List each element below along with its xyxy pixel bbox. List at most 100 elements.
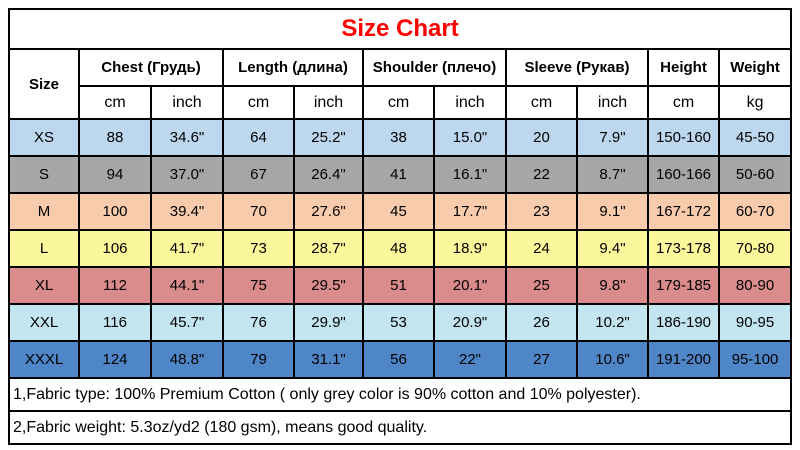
table-cell: 79 [222,340,295,379]
chart-title: Size Chart [7,8,793,50]
column-header-sleeve: Sleeve (Рукав) [505,48,649,87]
table-row: L 106 41.7" 73 28.7" 48 18.9" 24 9.4" 17… [8,229,793,268]
table-cell: 20.9" [433,303,507,342]
column-header-height: Height [647,48,720,87]
table-row: XL 112 44.1" 75 29.5" 51 20.1" 25 9.8" 1… [8,266,793,305]
table-cell: 29.9" [293,303,364,342]
column-header-weight: Weight [717,48,793,87]
table-cell: 94 [78,155,152,194]
table-cell: 41 [362,155,435,194]
unit-header-height-cm: cm [647,85,720,120]
table-cell: 9.4" [576,229,649,268]
table-row: XXXL 124 48.8" 79 31.1" 56 22" 27 10.6" … [8,340,793,379]
column-header-size: Size [8,48,80,120]
table-cell: 28.7" [293,229,364,268]
table-cell: 29.5" [293,266,364,305]
table-cell: 160-166 [647,155,720,194]
table-cell: 191-200 [647,340,720,379]
table-cell: 44.1" [150,266,224,305]
table-cell: 186-190 [647,303,720,342]
table-cell: 95-100 [717,340,793,379]
unit-header-shoulder-cm: cm [362,85,435,120]
unit-header-sleeve-cm: cm [505,85,578,120]
table-cell: 9.8" [576,266,649,305]
table-cell: 31.1" [293,340,364,379]
table-row: XXL 116 45.7" 76 29.9" 53 20.9" 26 10.2"… [8,303,793,342]
table-cell: 38 [362,118,435,157]
table-cell: 90-95 [717,303,793,342]
table-cell: 16.1" [433,155,507,194]
table-row: M 100 39.4" 70 27.6" 45 17.7" 23 9.1" 16… [8,192,793,231]
table-cell: 10.6" [576,340,649,379]
table-cell: 124 [78,340,152,379]
table-cell: 53 [362,303,435,342]
row-size-label: XXXL [8,340,80,379]
unit-header-sleeve-inch: inch [576,85,649,120]
table-row: XS 88 34.6" 64 25.2" 38 15.0" 20 7.9" 15… [8,118,793,157]
table-row: S 94 37.0" 67 26.4" 41 16.1" 22 8.7" 160… [8,155,793,194]
row-size-label: M [8,192,80,231]
table-cell: 20.1" [433,266,507,305]
table-cell: 45 [362,192,435,231]
table-cell: 7.9" [576,118,649,157]
table-row: Size Chart [7,8,793,50]
table-cell: 73 [222,229,295,268]
row-size-label: XXL [8,303,80,342]
table-row: Size Chest (Грудь) Length (длина) Should… [8,48,793,120]
table-cell: 70 [222,192,295,231]
table-cell: 22" [433,340,507,379]
unit-header-length-inch: inch [293,85,364,120]
table-cell: 17.7" [433,192,507,231]
table-cell: 167-172 [647,192,720,231]
fabric-type-note: 1,Fabric type: 100% Premium Cotton ( onl… [7,377,793,412]
table-cell: 179-185 [647,266,720,305]
table-cell: 26.4" [293,155,364,194]
table-cell: 56 [362,340,435,379]
table-cell: 22 [505,155,578,194]
table-cell: 80-90 [717,266,793,305]
row-size-label: XL [8,266,80,305]
fabric-weight-note: 2,Fabric weight: 5.3oz/yd2 (180 gsm), me… [7,410,793,445]
table-cell: 75 [222,266,295,305]
row-size-label: XS [8,118,80,157]
table-cell: 24 [505,229,578,268]
unit-header-weight-kg: kg [717,85,793,120]
table-cell: 173-178 [647,229,720,268]
table-cell: 45.7" [150,303,224,342]
table-cell: 112 [78,266,152,305]
size-chart-table: Size Chart Size Chest (Грудь) Length (дл… [7,8,793,445]
table-cell: 45-50 [717,118,793,157]
table-cell: 8.7" [576,155,649,194]
table-cell: 76 [222,303,295,342]
table-cell: 67 [222,155,295,194]
table-row: cm inch cm inch cm inch cm inch cm kg [9,85,793,120]
table-cell: 60-70 [717,192,793,231]
table-cell: 88 [78,118,152,157]
table-cell: 23 [505,192,578,231]
table-cell: 100 [78,192,152,231]
table-cell: 51 [362,266,435,305]
table-cell: 116 [78,303,152,342]
unit-header-shoulder-inch: inch [433,85,507,120]
table-cell: 48 [362,229,435,268]
table-cell: 27.6" [293,192,364,231]
table-cell: 50-60 [717,155,793,194]
table-cell: 20 [505,118,578,157]
table-cell: 41.7" [150,229,224,268]
table-cell: 25.2" [293,118,364,157]
table-cell: 26 [505,303,578,342]
table-cell: 25 [505,266,578,305]
table-cell: 48.8" [150,340,224,379]
table-cell: 106 [78,229,152,268]
table-cell: 70-80 [717,229,793,268]
column-header-chest: Chest (Грудь) [78,48,224,87]
table-cell: 27 [505,340,578,379]
table-cell: 34.6" [150,118,224,157]
table-cell: 18.9" [433,229,507,268]
column-header-length: Length (длина) [222,48,364,87]
table-row: 1,Fabric type: 100% Premium Cotton ( onl… [7,377,793,412]
table-row: 2,Fabric weight: 5.3oz/yd2 (180 gsm), me… [7,410,793,445]
unit-header-chest-cm: cm [78,85,152,120]
unit-header-chest-inch: inch [150,85,224,120]
